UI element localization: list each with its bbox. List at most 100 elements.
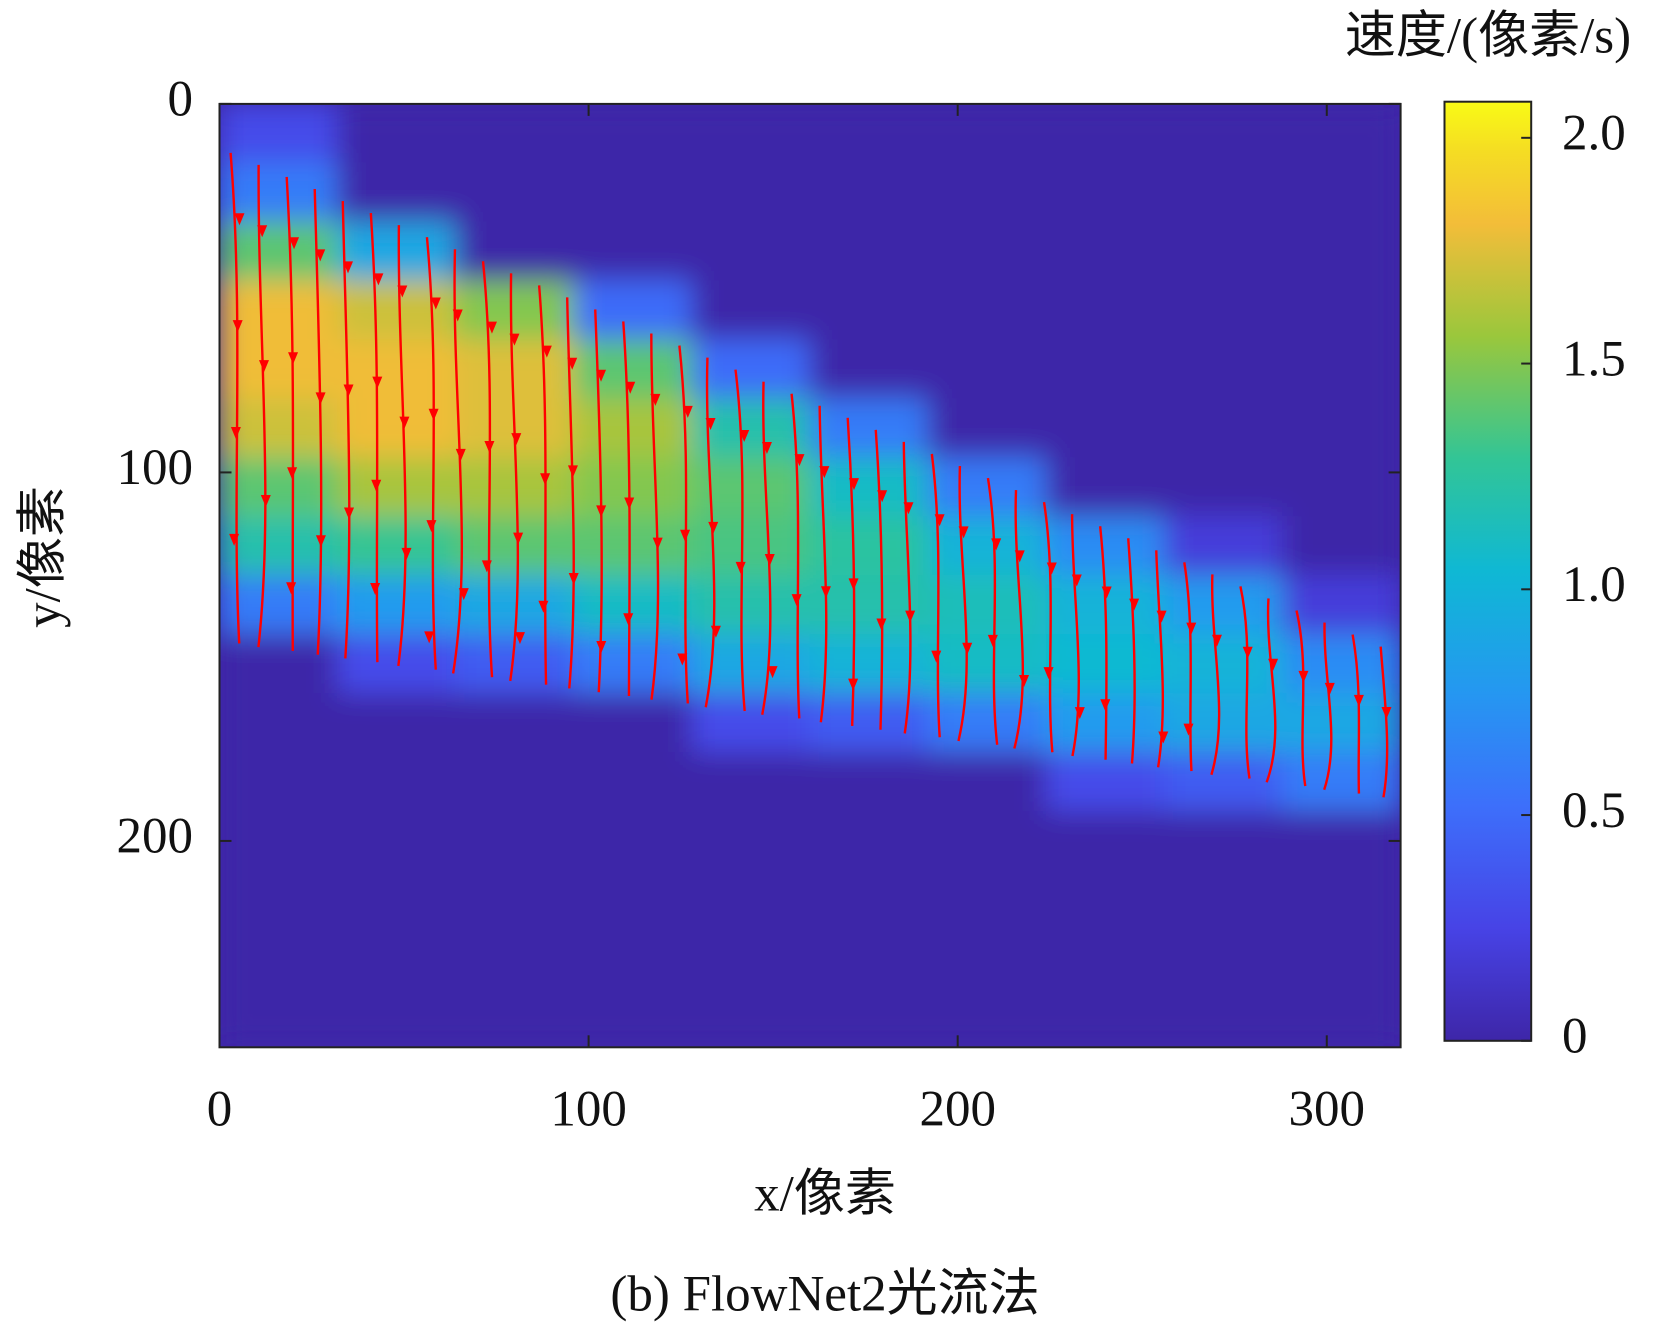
heatmap-cell — [1045, 103, 1165, 164]
heatmap-cell — [809, 928, 929, 989]
streamline — [229, 152, 241, 644]
y-axis-label: y/像素 — [16, 486, 72, 628]
heatmap-cell — [809, 869, 929, 930]
streamline-arrow — [1071, 574, 1082, 587]
heatmap-cell — [455, 516, 575, 577]
streamline-arrow — [288, 352, 299, 365]
heatmap-cell — [455, 162, 575, 223]
streamline-arrow — [1268, 658, 1279, 671]
heatmap-cell — [1281, 751, 1401, 812]
heatmap-cell — [1281, 457, 1401, 518]
heatmap-cell — [337, 162, 457, 223]
heatmap-cell — [1163, 339, 1283, 400]
streamline-arrow — [1014, 550, 1025, 563]
heatmap-cell — [1163, 575, 1283, 636]
streamline-arrow — [315, 535, 326, 548]
heatmap-cell — [1045, 162, 1165, 223]
heatmap-cell — [1281, 339, 1401, 400]
plot-area — [219, 103, 1401, 1048]
streamline-arrow — [596, 505, 607, 518]
axes-frame — [218, 102, 1402, 1049]
streamline — [1265, 598, 1277, 783]
x-tick-label: 100 — [550, 1082, 627, 1138]
heatmap-cell — [809, 103, 929, 164]
heatmap-cell — [1163, 280, 1283, 341]
streamline-arrow — [430, 297, 441, 310]
heatmap-cell — [455, 221, 575, 282]
streamline-arrow — [905, 610, 916, 623]
heatmap-cell — [1281, 103, 1401, 164]
streamline-arrow — [428, 408, 439, 421]
streamline — [509, 273, 520, 682]
heatmap-cell — [573, 751, 693, 812]
streamline-arrow — [370, 582, 381, 595]
heatmap-cell — [809, 221, 929, 282]
colorbar-tick-label: 0.5 — [1562, 783, 1626, 839]
heatmap-cell — [573, 162, 693, 223]
streamline-arrow — [258, 360, 269, 373]
heatmap-cell — [809, 693, 929, 753]
streamline-arrow — [230, 426, 241, 439]
heatmap-cell — [1163, 103, 1283, 164]
streamline-arrow — [735, 561, 746, 574]
heatmap-cell — [1163, 928, 1283, 989]
heatmap-cell — [1281, 516, 1401, 577]
streamline — [537, 285, 548, 685]
streamline — [1379, 646, 1389, 798]
y-tick-label: 0 — [168, 72, 194, 128]
heatmap-cell — [809, 280, 929, 341]
heatmap-cell — [219, 693, 339, 753]
heatmap-cell — [691, 398, 811, 459]
streamline-arrow — [596, 369, 607, 382]
heatmap-cell — [1045, 221, 1165, 282]
heatmap-cell — [337, 575, 457, 636]
streamline-arrow — [1046, 562, 1057, 575]
streamline-arrow — [934, 514, 945, 527]
heatmap-cell — [691, 162, 811, 223]
streamline-arrow — [876, 618, 887, 631]
streamline-arrow — [596, 640, 607, 653]
streamline — [1351, 634, 1361, 794]
streamline-arrow — [708, 521, 719, 534]
streamline-arrow — [397, 285, 408, 298]
streamline-arrow — [1353, 694, 1364, 707]
heatmap-cell — [927, 575, 1047, 636]
streamline-arrow — [343, 384, 354, 397]
heatmap-cell — [1281, 398, 1401, 459]
heatmap-cell — [1163, 221, 1283, 282]
heatmap-cell — [1281, 575, 1401, 636]
colorbar-tick-label: 0 — [1562, 1009, 1588, 1065]
heatmap-cell — [573, 221, 693, 282]
heatmap-cell — [927, 457, 1047, 518]
streamline-arrow — [820, 586, 831, 599]
streamline-arrow — [229, 533, 240, 546]
heatmap-cell — [809, 339, 929, 400]
streamline-arrow — [705, 417, 716, 430]
streamline-arrow — [484, 440, 495, 453]
heatmap-cell — [927, 280, 1047, 341]
heatmap-cell — [927, 987, 1047, 1048]
heatmap-cell — [927, 339, 1047, 400]
streamline-arrow — [1100, 699, 1111, 712]
heatmap-cell — [1281, 869, 1401, 930]
streamline-arrow — [962, 642, 973, 655]
streamline-arrow — [1298, 670, 1309, 683]
streamline — [1210, 574, 1221, 776]
streamline-arrow — [1211, 634, 1222, 647]
streamline — [650, 333, 660, 700]
heatmap-cell — [1281, 928, 1401, 989]
heatmap-cell — [809, 398, 929, 459]
heatmap-cell — [455, 987, 575, 1048]
heatmap-cell — [1045, 987, 1165, 1048]
heatmap-cell — [573, 457, 693, 518]
heatmap-cell — [573, 869, 693, 930]
heatmap-cell — [219, 457, 339, 518]
heatmap-cell — [1281, 693, 1401, 753]
heatmap-cell — [1163, 457, 1283, 518]
heatmap-cell — [1281, 221, 1401, 282]
streamline-arrow — [767, 666, 778, 679]
heatmap-cell — [691, 103, 811, 164]
heatmap-cell — [455, 751, 575, 812]
streamline-arrow — [315, 392, 326, 405]
heatmap-cell — [691, 810, 811, 871]
